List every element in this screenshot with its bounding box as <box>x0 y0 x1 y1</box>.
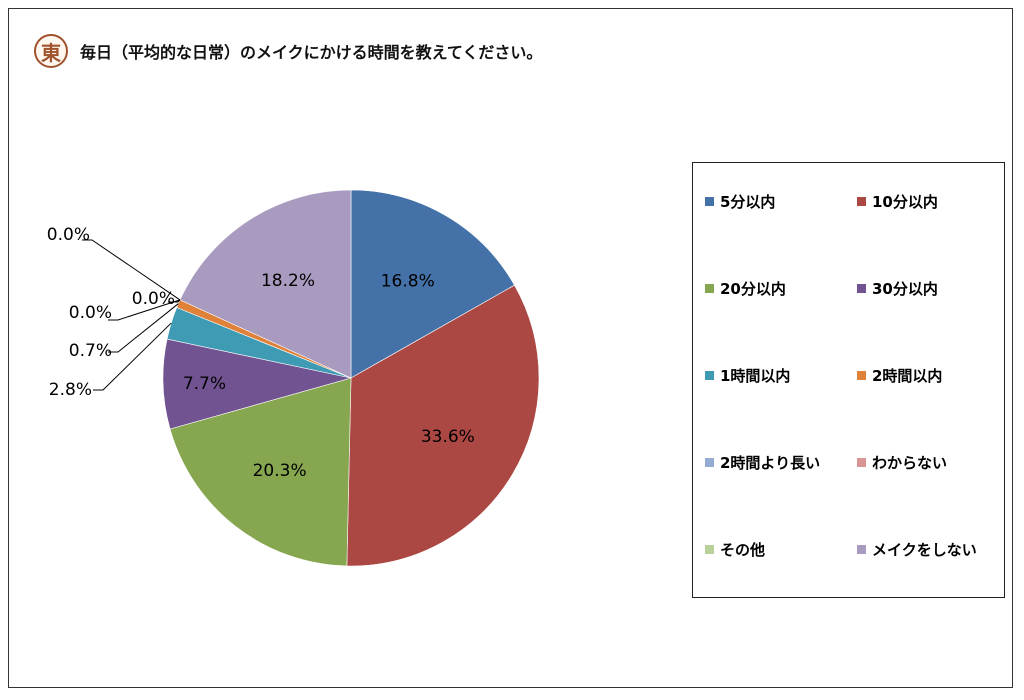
data-label-9: 0.0% <box>47 225 90 245</box>
legend-label-6: 2時間以内 <box>872 367 943 385</box>
legend-label-5: 1時間以内 <box>720 367 791 385</box>
chart-header: 東 毎日（平均的な日常）のメイクにかける時間を教えてください。 <box>34 34 542 68</box>
legend-swatch-6 <box>857 371 866 380</box>
legend-item-2: 10分以内 <box>857 193 1007 211</box>
legend-grid: 5分以内 10分以内 20分以内 30分以内 1時間以内 2時間以内 2時間より長い わからな… <box>705 193 1007 559</box>
legend-label-7: 2時間より長い <box>720 454 821 472</box>
legend-swatch-10 <box>857 545 866 554</box>
legend-item-1: 5分以内 <box>705 193 857 211</box>
data-label-3: 20.3% <box>253 461 307 481</box>
legend-swatch-2 <box>857 197 866 206</box>
legend-item-9: その他 <box>705 541 857 559</box>
data-label-7: 0.0% <box>69 303 112 323</box>
legend-swatch-4 <box>857 284 866 293</box>
data-label-8: 0.0% <box>132 289 175 309</box>
legend-label-1: 5分以内 <box>720 193 776 211</box>
legend-label-10: メイクをしない <box>872 541 977 559</box>
legend-swatch-3 <box>705 284 714 293</box>
chart-legend: 5分以内 10分以内 20分以内 30分以内 1時間以内 2時間以内 2時間より長い わからな… <box>692 162 1005 598</box>
brand-logo-icon: 東 <box>34 34 68 68</box>
legend-swatch-1 <box>705 197 714 206</box>
legend-swatch-7 <box>705 458 714 467</box>
legend-item-7: 2時間より長い <box>705 454 857 472</box>
legend-item-5: 1時間以内 <box>705 367 857 385</box>
legend-swatch-9 <box>705 545 714 554</box>
data-label-5: 2.8% <box>49 380 92 400</box>
leader-line-8 <box>168 299 181 303</box>
data-label-10: 18.2% <box>261 271 315 291</box>
leader-line-5 <box>93 322 172 391</box>
legend-label-4: 30分以内 <box>872 280 938 298</box>
leader-line-9 <box>82 239 181 301</box>
legend-item-3: 20分以内 <box>705 280 857 298</box>
legend-label-3: 20分以内 <box>720 280 786 298</box>
legend-item-4: 30分以内 <box>857 280 1007 298</box>
legend-item-6: 2時間以内 <box>857 367 1007 385</box>
pie-slice-1 <box>350 189 515 379</box>
pie-slice-10 <box>179 189 352 379</box>
legend-label-8: わからない <box>872 454 948 472</box>
chart-title: 毎日（平均的な日常）のメイクにかける時間を教えてください。 <box>80 43 543 62</box>
data-label-2: 33.6% <box>421 427 475 447</box>
legend-label-9: その他 <box>720 541 766 559</box>
legend-label-2: 10分以内 <box>872 193 938 211</box>
legend-item-8: わからない <box>857 454 1007 472</box>
legend-item-10: メイクをしない <box>857 541 1007 559</box>
legend-swatch-8 <box>857 458 866 467</box>
data-label-1: 16.8% <box>381 272 435 292</box>
pie-slice-2 <box>346 284 540 567</box>
legend-swatch-5 <box>705 371 714 380</box>
pie-slice-3 <box>169 377 352 567</box>
leader-line-7 <box>108 299 181 321</box>
data-label-4: 7.7% <box>183 374 226 394</box>
leader-line-6 <box>108 303 179 353</box>
data-label-6: 0.7% <box>69 341 112 361</box>
